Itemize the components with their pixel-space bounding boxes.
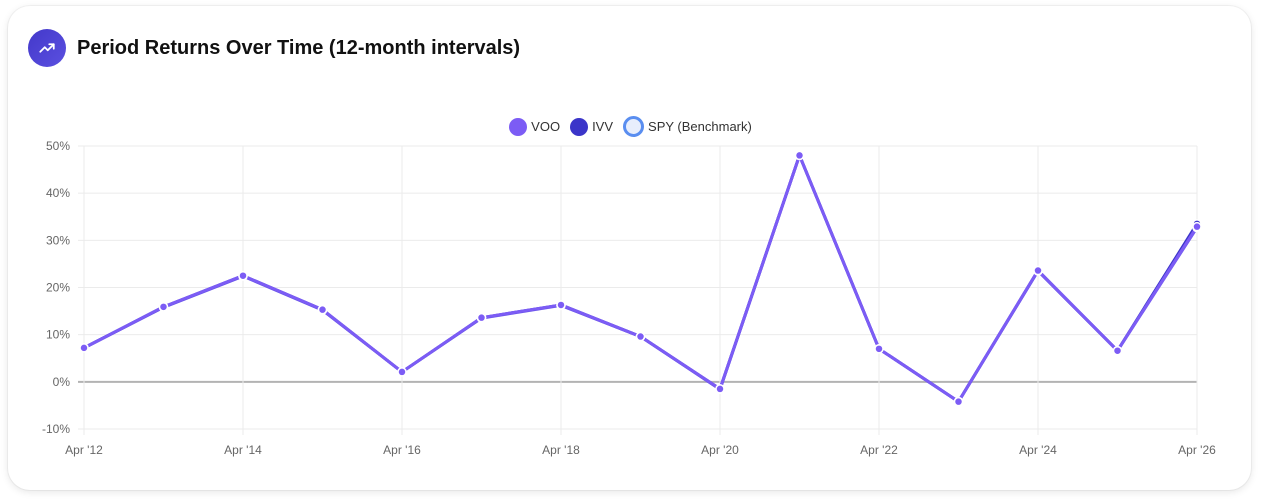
legend-swatch-spy bbox=[623, 116, 645, 137]
x-tick-label: Apr '14 bbox=[224, 443, 262, 457]
legend-label-ivv: IVV bbox=[592, 119, 614, 134]
x-tick-label: Apr '12 bbox=[65, 443, 103, 457]
card-header: Period Returns Over Time (12-month inter… bbox=[28, 28, 520, 68]
data-point[interactable] bbox=[476, 312, 487, 323]
legend-swatch-voo bbox=[509, 117, 528, 136]
chart-legend: VOO IVV SPY (Benchmark) bbox=[0, 116, 1261, 137]
y-tick-label: 50% bbox=[46, 139, 70, 153]
legend-item-spy[interactable]: SPY (Benchmark) bbox=[623, 116, 752, 137]
data-point[interactable] bbox=[635, 331, 646, 342]
chart-card bbox=[8, 6, 1251, 490]
y-axis: 50% 40% 30% 20% 10% 0% -10% bbox=[42, 139, 70, 436]
y-tick-label: 10% bbox=[46, 328, 70, 342]
chart-series bbox=[79, 150, 1202, 407]
legend-swatch-ivv bbox=[570, 117, 589, 136]
x-tick-label: Apr '16 bbox=[383, 443, 421, 457]
data-point[interactable] bbox=[874, 344, 884, 354]
x-tick-label: Apr '22 bbox=[860, 443, 898, 457]
legend-item-ivv[interactable]: IVV bbox=[570, 117, 614, 136]
data-point[interactable] bbox=[397, 367, 407, 377]
legend-item-voo[interactable]: VOO bbox=[509, 117, 561, 136]
data-point[interactable] bbox=[1112, 345, 1123, 356]
data-point[interactable] bbox=[1033, 265, 1043, 276]
chart-grid bbox=[78, 145, 1198, 435]
data-point[interactable] bbox=[556, 300, 566, 310]
x-tick-label: Apr '26 bbox=[1178, 443, 1216, 457]
y-tick-label: -10% bbox=[42, 422, 70, 436]
data-point[interactable] bbox=[794, 150, 805, 161]
chart-title: Period Returns Over Time (12-month inter… bbox=[77, 36, 521, 59]
data-point[interactable] bbox=[79, 343, 89, 353]
x-tick-label: Apr '24 bbox=[1019, 443, 1057, 457]
data-point[interactable] bbox=[715, 384, 725, 394]
y-tick-label: 30% bbox=[46, 233, 70, 247]
legend-label-voo: VOO bbox=[531, 119, 561, 134]
x-axis: Apr '12 Apr '14 Apr '16 Apr '18 Apr '20 Apr '… bbox=[65, 443, 1216, 457]
data-point[interactable] bbox=[158, 302, 169, 312]
data-point[interactable] bbox=[1192, 221, 1202, 232]
y-tick-label: 20% bbox=[46, 281, 70, 295]
y-tick-label: 0% bbox=[53, 375, 71, 389]
x-tick-label: Apr '18 bbox=[542, 443, 580, 457]
data-point[interactable] bbox=[317, 304, 328, 315]
trending-up-icon bbox=[28, 29, 66, 67]
data-point[interactable] bbox=[238, 270, 248, 281]
legend-label-spy: SPY (Benchmark) bbox=[648, 119, 752, 134]
y-tick-label: 40% bbox=[46, 186, 70, 200]
x-tick-label: Apr '20 bbox=[701, 443, 739, 457]
data-point[interactable] bbox=[953, 396, 964, 407]
series-line-voo bbox=[83, 153, 1199, 404]
